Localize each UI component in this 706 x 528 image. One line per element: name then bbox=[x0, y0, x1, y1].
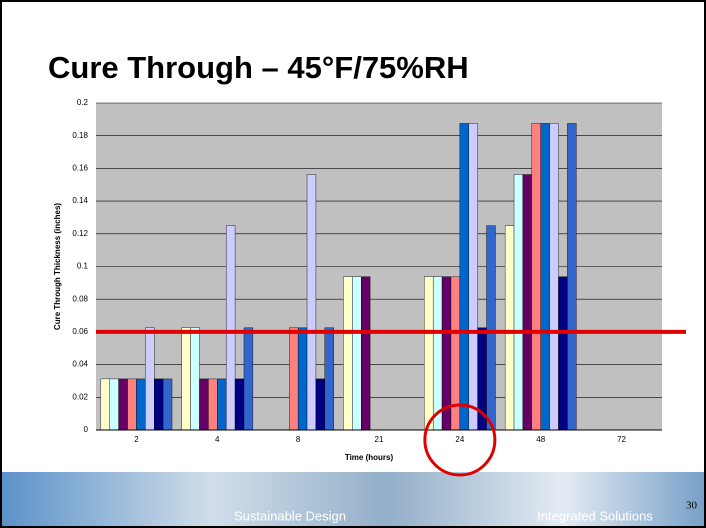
bar bbox=[306, 174, 317, 431]
y-axis-title: Cure Through Thickness (inches) bbox=[53, 203, 62, 330]
bar bbox=[424, 276, 434, 431]
x-tick-label: 21 bbox=[375, 435, 384, 444]
bar bbox=[558, 276, 568, 431]
footer-left: Sustainable Design bbox=[234, 508, 346, 523]
y-tick-label: 0 bbox=[84, 425, 89, 434]
bar bbox=[243, 327, 254, 431]
bar bbox=[343, 276, 353, 431]
footer-right: Integrated Solutions bbox=[537, 508, 653, 523]
x-tick-label: 2 bbox=[134, 435, 139, 444]
y-tick-label: 0.2 bbox=[77, 98, 89, 107]
bar bbox=[540, 123, 550, 431]
x-tick-label: 8 bbox=[296, 435, 301, 444]
bar bbox=[118, 378, 128, 431]
bar bbox=[324, 327, 334, 431]
bar bbox=[154, 378, 164, 431]
x-tick-label: 24 bbox=[455, 435, 464, 444]
bar bbox=[352, 276, 362, 431]
x-tick-label: 48 bbox=[536, 435, 545, 444]
bar bbox=[459, 123, 469, 431]
bar bbox=[217, 378, 227, 431]
highlight-circle bbox=[423, 403, 497, 477]
y-tick-label: 0.04 bbox=[72, 360, 88, 369]
bar bbox=[531, 123, 541, 431]
bar bbox=[513, 174, 524, 431]
y-tick-label: 0.08 bbox=[72, 294, 88, 303]
bar bbox=[127, 378, 137, 431]
slide-title: Cure Through – 45°F/75%RH bbox=[48, 50, 469, 85]
x-tick-label: 4 bbox=[215, 435, 220, 444]
bar bbox=[522, 174, 533, 431]
bar bbox=[504, 225, 515, 431]
y-tick-label: 0.1 bbox=[77, 262, 89, 271]
footer-band bbox=[2, 472, 704, 526]
bar bbox=[208, 378, 218, 431]
bar bbox=[234, 378, 245, 431]
y-tick-label: 0.02 bbox=[72, 392, 88, 401]
bar bbox=[297, 327, 308, 431]
page-number: 30 bbox=[686, 500, 698, 512]
bar bbox=[468, 123, 478, 431]
bar bbox=[162, 378, 173, 431]
bar bbox=[100, 378, 110, 431]
bar bbox=[549, 123, 559, 431]
bar bbox=[361, 276, 371, 431]
y-tick-label: 0.14 bbox=[72, 196, 88, 205]
bar bbox=[136, 378, 146, 431]
y-tick-label: 0.06 bbox=[72, 327, 88, 336]
bar bbox=[567, 123, 577, 431]
y-tick-label: 0.16 bbox=[72, 164, 88, 173]
x-axis-title: Time (hours) bbox=[345, 453, 394, 462]
bar bbox=[109, 378, 119, 431]
y-tick-label: 0.12 bbox=[72, 229, 88, 238]
bar bbox=[315, 378, 326, 431]
bar bbox=[432, 276, 443, 431]
bar bbox=[225, 225, 236, 431]
bar bbox=[181, 327, 191, 431]
plot: 0 0.02 0.04 0.06 0.08 0.1 0.12 0.14 0.16 0.18 0.2 C… bbox=[53, 98, 686, 477]
bar bbox=[190, 327, 200, 431]
bar bbox=[199, 378, 209, 431]
bar bbox=[289, 327, 299, 431]
x-tick-label: 72 bbox=[617, 435, 626, 444]
bar bbox=[486, 225, 496, 431]
bar bbox=[145, 327, 155, 431]
y-tick-label: 0.18 bbox=[72, 131, 88, 140]
